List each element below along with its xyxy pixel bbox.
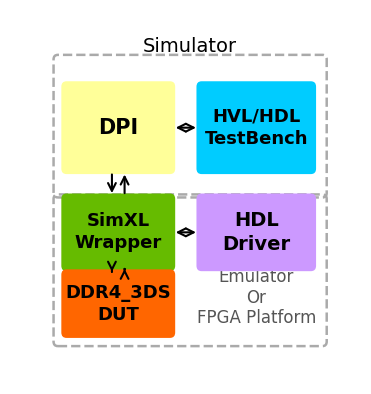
FancyBboxPatch shape bbox=[61, 81, 175, 174]
Text: Simulator: Simulator bbox=[143, 37, 237, 56]
Text: DDR4_3DS
DUT: DDR4_3DS DUT bbox=[65, 284, 171, 324]
Text: DPI: DPI bbox=[98, 118, 138, 138]
Text: HDL
Driver: HDL Driver bbox=[222, 211, 290, 254]
FancyBboxPatch shape bbox=[197, 81, 316, 174]
Text: HVL/HDL
TestBench: HVL/HDL TestBench bbox=[204, 108, 308, 148]
FancyBboxPatch shape bbox=[61, 193, 175, 271]
FancyBboxPatch shape bbox=[197, 193, 316, 271]
Text: SimXL
Wrapper: SimXL Wrapper bbox=[75, 212, 162, 253]
Text: Emulator
Or
FPGA Platform: Emulator Or FPGA Platform bbox=[197, 268, 316, 327]
FancyBboxPatch shape bbox=[61, 269, 175, 338]
